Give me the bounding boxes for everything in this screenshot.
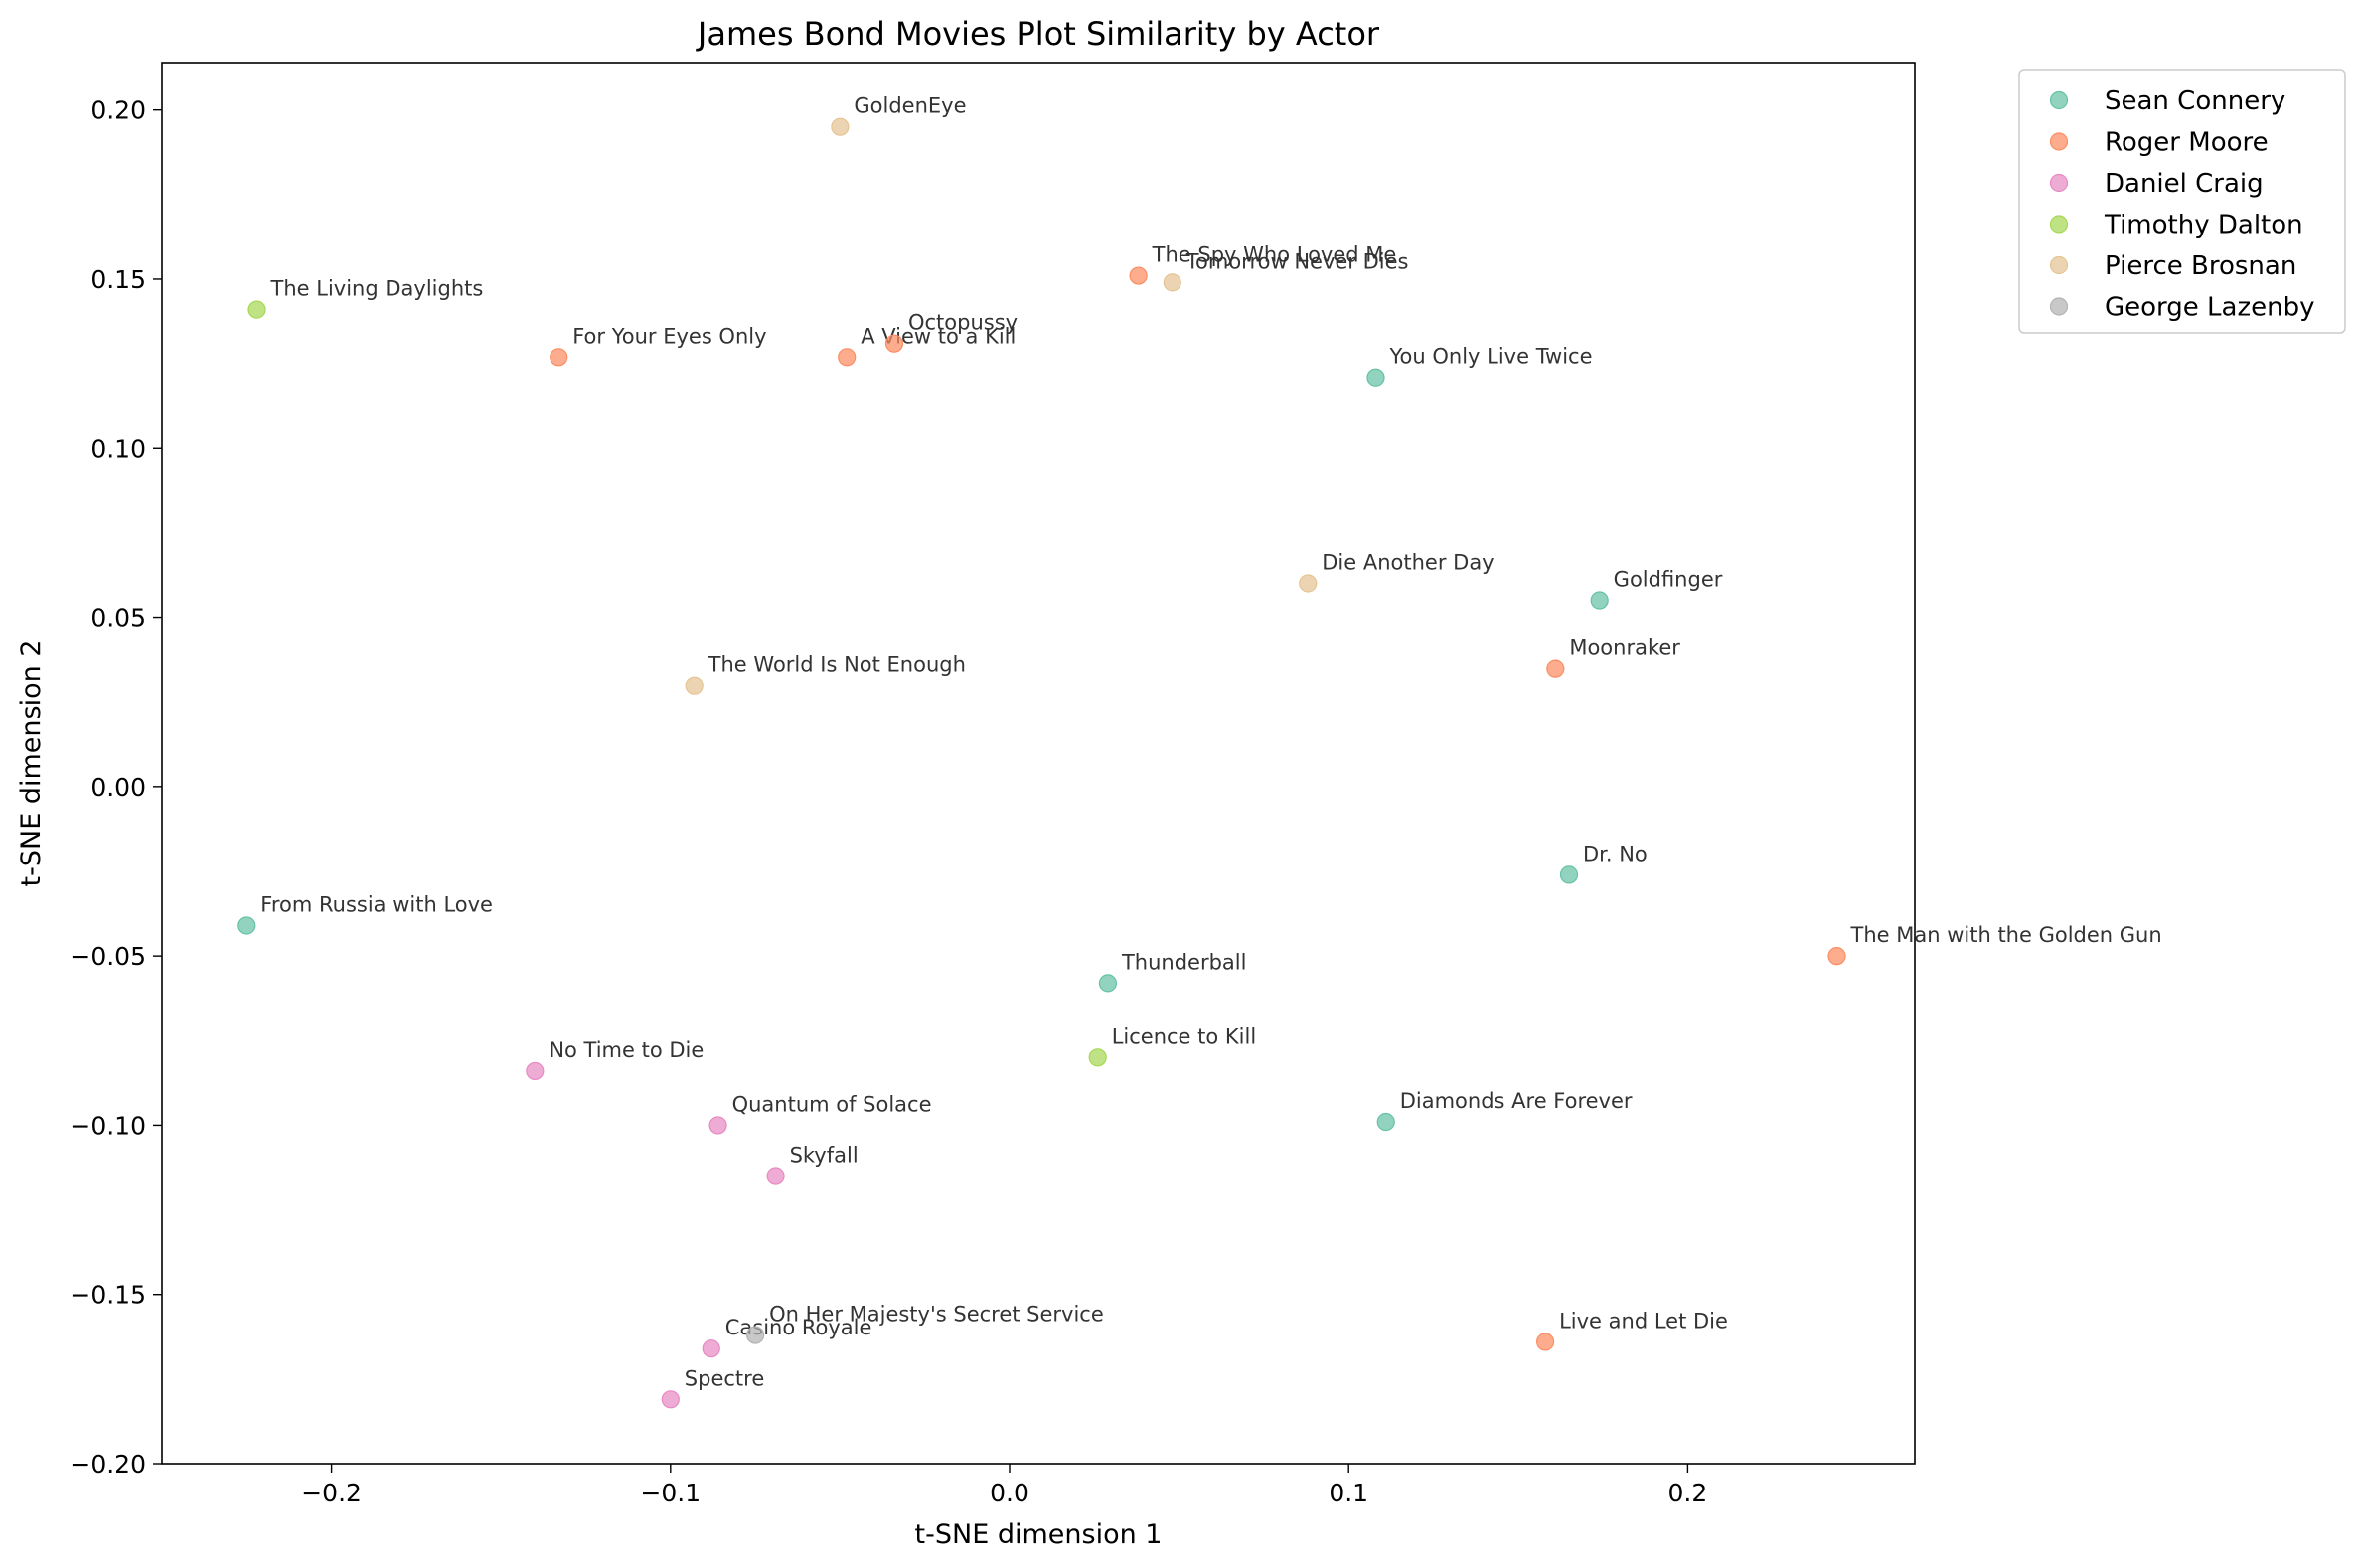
legend-entry: Daniel Craig xyxy=(2105,169,2264,199)
x-tick-label: −0.1 xyxy=(640,1479,701,1507)
legend-entry: Pierce Brosnan xyxy=(2105,251,2296,281)
point-label: GoldenEye xyxy=(854,94,966,118)
point-label: Goldfinger xyxy=(1614,568,1723,592)
point-label: Moonraker xyxy=(1569,636,1680,660)
series-pierce-brosnan: GoldenEye Tomorrow Never Dies Die Another … xyxy=(685,94,1495,695)
point-label: Tomorrow Never Dies xyxy=(1185,249,1409,273)
series-george-lazenby: On Her Majesty's Secret Service xyxy=(745,1303,1104,1344)
data-point xyxy=(247,300,266,319)
point-label: For Your Eyes Only xyxy=(572,324,766,348)
data-point xyxy=(884,334,904,353)
data-point xyxy=(550,348,568,367)
ticks-layer: −0.2 −0.1 0.0 0.1 0.2 0.20 0.15 0.10 0.05 0.00 −0.… xyxy=(70,96,1707,1507)
legend-marker xyxy=(2049,132,2069,151)
legend-marker xyxy=(2049,297,2069,316)
x-axis-label: t-SNE dimension 1 xyxy=(915,1519,1163,1550)
y-tick-label: −0.10 xyxy=(70,1111,146,1140)
data-point xyxy=(685,676,704,695)
y-axis-label: t-SNE dimension 2 xyxy=(16,640,47,887)
x-tick-label: 0.2 xyxy=(1668,1479,1708,1507)
y-tick-label: 0.05 xyxy=(90,604,146,633)
point-label: On Her Majesty's Secret Service xyxy=(769,1303,1104,1327)
point-label: The Living Daylights xyxy=(270,277,484,301)
series-sean-connery: You Only Live Twice Goldfinger Dr. No From … xyxy=(237,345,1723,1132)
series-timothy-dalton: The Living Daylights Licence to Kill xyxy=(247,277,1256,1067)
data-point xyxy=(1376,1112,1395,1132)
point-label: No Time to Die xyxy=(549,1038,704,1062)
data-point xyxy=(1535,1333,1555,1351)
data-point xyxy=(1088,1048,1107,1067)
data-point xyxy=(702,1339,720,1358)
y-tick-label: 0.20 xyxy=(90,96,146,125)
legend-marker xyxy=(2049,215,2069,234)
data-point xyxy=(1299,574,1318,593)
data-point xyxy=(745,1326,765,1344)
legend-frame xyxy=(2018,69,2346,334)
data-point xyxy=(766,1167,785,1185)
plot-frame xyxy=(161,62,1916,1465)
legend-entry: Roger Moore xyxy=(2105,128,2269,158)
x-tick-label: 0.0 xyxy=(990,1479,1029,1507)
point-label: Octopussy xyxy=(908,311,1018,335)
y-tick-label: −0.20 xyxy=(70,1450,146,1479)
data-point xyxy=(708,1116,727,1135)
legend-marker xyxy=(2049,173,2069,193)
x-tick-label: 0.1 xyxy=(1329,1479,1368,1507)
data-point xyxy=(1129,266,1148,285)
legend-marker xyxy=(2049,90,2069,110)
data-point xyxy=(526,1061,545,1081)
point-label: From Russia with Love xyxy=(260,892,493,916)
data-point xyxy=(1163,273,1181,292)
y-tick-label: −0.05 xyxy=(70,942,146,971)
legend-entry: Sean Connery xyxy=(2105,86,2285,116)
point-label: Quantum of Solace xyxy=(732,1092,932,1116)
data-point xyxy=(661,1390,680,1409)
x-tick-label: −0.2 xyxy=(301,1479,362,1507)
data-point xyxy=(1559,865,1579,884)
marks-layer: You Only Live Twice Goldfinger Dr. No From … xyxy=(237,94,2162,1409)
y-tick-label: 0.10 xyxy=(90,434,146,463)
y-tick-label: 0.00 xyxy=(90,773,146,802)
point-label: The World Is Not Enough xyxy=(708,653,966,677)
chart-title: James Bond Movies Plot Similarity by Act… xyxy=(696,15,1380,53)
point-label: The Man with the Golden Gun xyxy=(1850,923,2162,947)
data-point xyxy=(1546,659,1565,678)
legend-entry: Timothy Dalton xyxy=(2104,211,2303,240)
point-label: Thunderball xyxy=(1121,950,1247,974)
point-label: You Only Live Twice xyxy=(1388,345,1592,369)
data-point xyxy=(838,348,857,367)
data-point xyxy=(1366,368,1385,387)
data-point xyxy=(237,916,256,935)
point-label: Skyfall xyxy=(790,1144,859,1168)
point-label: Die Another Day xyxy=(1322,550,1494,574)
data-point xyxy=(1590,591,1609,610)
legend-entry: George Lazenby xyxy=(2105,293,2314,323)
y-tick-label: 0.15 xyxy=(90,265,146,294)
data-point xyxy=(831,117,850,136)
point-label: The Spy Who Loved Me xyxy=(1152,243,1397,267)
point-label: Licence to Kill xyxy=(1112,1024,1256,1048)
legend: Sean Connery Roger Moore Daniel Craig Timot… xyxy=(2018,69,2346,334)
point-label: Live and Let Die xyxy=(1559,1309,1728,1333)
data-point xyxy=(1098,974,1118,993)
point-label: Diamonds Are Forever xyxy=(1400,1089,1633,1113)
point-label: Dr. No xyxy=(1583,842,1648,865)
y-tick-label: −0.15 xyxy=(70,1281,146,1310)
point-label: Spectre xyxy=(685,1366,764,1390)
data-point xyxy=(1827,947,1846,966)
legend-marker xyxy=(2049,255,2069,275)
